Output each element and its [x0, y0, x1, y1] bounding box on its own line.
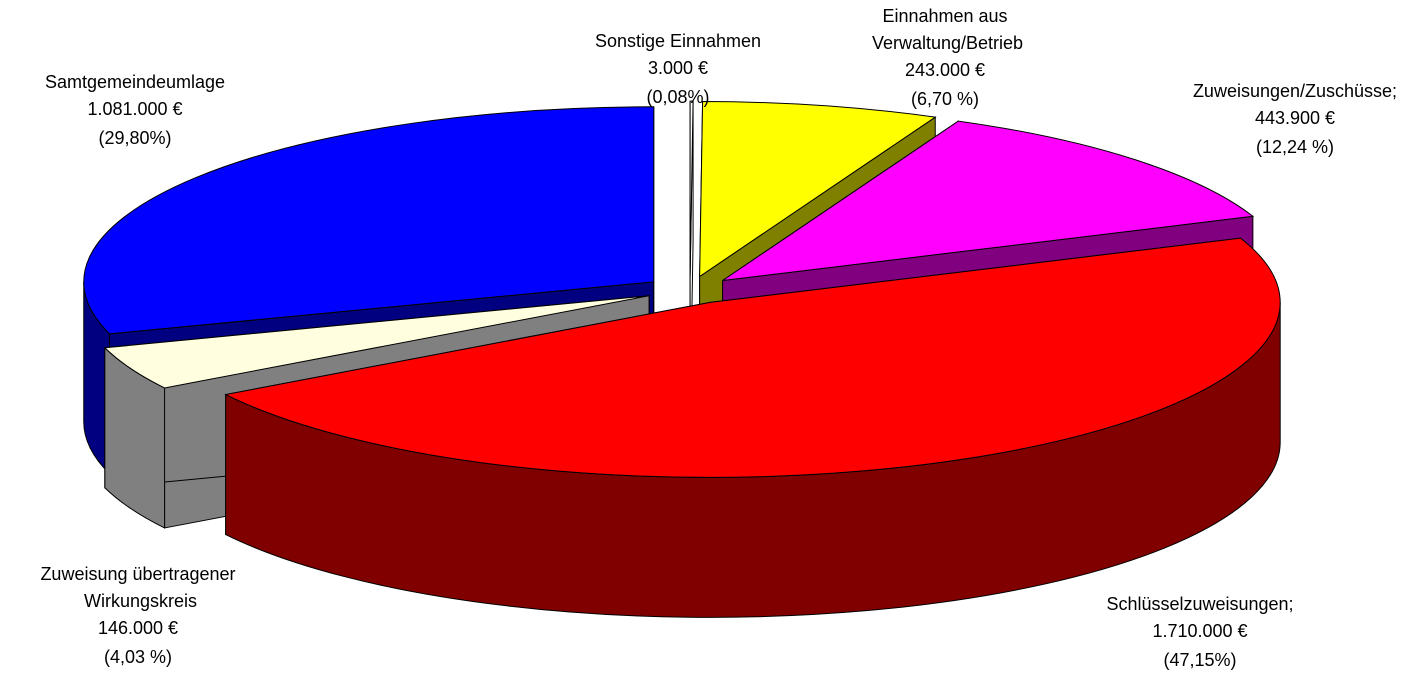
label-line: Einnahmen aus [882, 6, 1007, 26]
slice-label: Zuweisung übertragener Wirkungskreis [40, 564, 235, 611]
slice-percent: (47,15%) [1163, 650, 1236, 670]
slice-label: Zuweisungen/Zuschüsse; [1193, 81, 1397, 101]
slice-value: 243.000 € [905, 60, 985, 80]
slice-value: 3.000 € [648, 58, 708, 78]
slice-percent: (12,24 %) [1256, 137, 1334, 157]
slice-percent: (4,03 %) [104, 647, 172, 667]
slice-label: Einnahmen aus Verwaltung/Betrieb [867, 6, 1023, 53]
slice-value: 1.710.000 € [1152, 621, 1247, 641]
label-line: Zuweisung übertragener [40, 564, 235, 584]
slice-label: Schlüsselzuweisungen; [1106, 594, 1293, 614]
slice-value: 1.081.000 € [87, 99, 182, 119]
slice-percent: (0,08%) [646, 87, 709, 107]
slice-percent: (6,70 %) [911, 89, 979, 109]
label-line: Wirkungskreis [79, 591, 197, 611]
slice-top [689, 100, 694, 277]
slice-label: Samtgemeindeumlage [45, 72, 225, 92]
slice-top [699, 101, 937, 278]
slice-value: 146.000 € [98, 618, 178, 638]
slice-top [103, 295, 650, 389]
slice-top [722, 120, 1255, 281]
slice-value: 443.900 € [1255, 108, 1335, 128]
slice-label: Sonstige Einnahmen [595, 31, 761, 51]
slice-top [83, 106, 655, 335]
slice [224, 237, 1281, 618]
slice-top [224, 237, 1281, 478]
slice-percent: (29,80%) [98, 128, 171, 148]
label-line: Verwaltung/Betrieb [867, 33, 1023, 53]
